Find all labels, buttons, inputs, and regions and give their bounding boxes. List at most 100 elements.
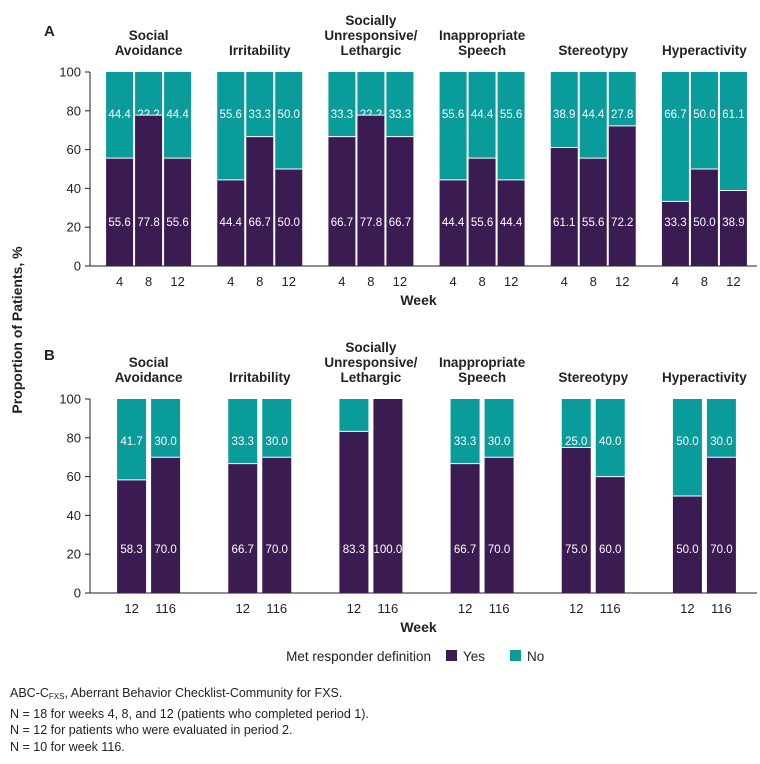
bar-yes-segment [484,457,514,593]
x-tick-label: 12 [569,601,583,616]
bar-no-segment [439,72,467,180]
y-tick-label: 40 [67,181,81,196]
x-tick-label: 116 [489,601,510,616]
bar-no-segment [386,72,414,137]
bar-no-label: 50.0 [693,109,715,121]
group-title: Stereotypy [558,43,628,58]
x-tick-label: 8 [478,274,485,289]
group-title: Inappropriate [439,355,526,370]
x-tick-label: 12 [347,601,361,616]
y-tick-label: 60 [67,142,81,157]
x-tick-label: 8 [701,274,708,289]
bar-no-segment [672,399,702,496]
bar-yes-segment [579,158,607,266]
bar-yes-segment [497,179,525,266]
footnote-n-period1: N = 18 for weeks 4, 8, and 12 (patients … [10,706,369,721]
group-title: Stereotypy [558,370,628,385]
bar-no-label: 55.6 [220,109,242,121]
bar-no-label: 25.0 [565,436,587,448]
bar-no-label: 30.0 [488,436,510,448]
group-title: Irritability [229,370,291,385]
bar-no-label: 50.0 [676,436,698,448]
legend-no-swatch [510,650,521,661]
x-tick-label: 116 [600,601,621,616]
bar-yes-label: 50.0 [278,217,300,229]
y-tick-label: 0 [74,259,81,274]
group-title: Unresponsive/ [324,28,417,43]
bar-no-label: 44.4 [166,109,189,121]
bar-no-segment [117,399,147,480]
group-title: Lethargic [341,43,402,58]
bar-yes-segment [275,169,303,266]
bar-yes-segment [228,463,258,593]
bar-yes-segment [373,399,403,593]
bar-yes-label: 61.1 [553,217,575,229]
bar-yes-label: 55.6 [582,217,604,229]
x-axis-title: Week [400,292,437,308]
group-title: Avoidance [115,370,183,385]
bar-no-label: 33.3 [331,109,353,121]
bar-no-label: 40.0 [599,436,621,448]
group-title: Hyperactivity [662,43,747,58]
y-tick-label: 100 [59,65,81,80]
bar-no-label: 44.4 [108,109,131,121]
bar-no-label: 30.0 [266,436,288,448]
x-tick-label: 4 [338,274,345,289]
group-title: Speech [458,370,506,385]
bar-no-segment [135,72,163,116]
bar-yes-segment [690,169,718,266]
x-tick-label: 12 [124,601,138,616]
x-tick-label: 12 [236,601,250,616]
bar-yes-segment [450,463,480,593]
x-tick-label: 12 [458,601,472,616]
bar-no-label: 30.0 [710,436,732,448]
bar-yes-label: 100.0 [374,544,403,556]
bar-no-segment [328,72,356,137]
bar-no-segment [357,72,385,116]
footnote-n-period2: N = 12 for patients who were evaluated i… [10,723,293,737]
bar-no-label: 50.0 [278,109,300,121]
bar-yes-segment [262,457,292,593]
bar-no-segment [608,72,636,126]
legend-yes-label: Yes [463,649,485,664]
group-title: Inappropriate [439,28,526,43]
bar-yes-segment [386,136,414,266]
bar-yes-label: 72.2 [611,217,633,229]
bar-no-segment [468,72,496,159]
bar-yes-label: 44.4 [220,217,243,229]
bar-yes-label: 83.3 [343,544,365,556]
legend-no-label: No [527,649,544,664]
y-tick-label: 100 [59,392,81,407]
bar-no-segment [217,72,245,180]
legend-title: Met responder definition [286,649,431,664]
bar-yes-segment [246,136,274,266]
bar-no-segment [579,72,607,159]
x-tick-label: 4 [116,274,123,289]
x-tick-label: 4 [561,274,568,289]
bar-no-label: 44.4 [582,109,605,121]
bar-no-segment [484,399,514,458]
bar-no-label: 30.0 [154,436,176,448]
bar-no-label: 61.1 [722,109,744,121]
x-tick-label: 4 [227,274,234,289]
y-tick-label: 0 [74,586,81,601]
bar-yes-label: 66.7 [331,217,353,229]
bar-no-label: 33.3 [389,109,411,121]
bar-no-segment [151,399,181,458]
bar-yes-label: 44.4 [442,217,465,229]
bar-yes-label: 55.6 [108,217,130,229]
bar-no-label: 33.3 [232,436,254,448]
group-title: Irritability [229,43,291,58]
bar-yes-label: 70.0 [710,544,732,556]
bar-no-segment [228,399,258,464]
y-tick-label: 80 [67,103,81,118]
bar-yes-label: 60.0 [599,544,621,556]
bar-yes-label: 50.0 [693,217,715,229]
bar-yes-segment [164,158,192,266]
y-tick-label: 20 [67,220,81,235]
bar-no-label: 41.7 [120,436,142,448]
x-tick-label: 116 [266,601,287,616]
bar-yes-segment [608,125,636,266]
bar-no-label: 33.3 [249,109,271,121]
bar-yes-label: 66.7 [232,544,254,556]
